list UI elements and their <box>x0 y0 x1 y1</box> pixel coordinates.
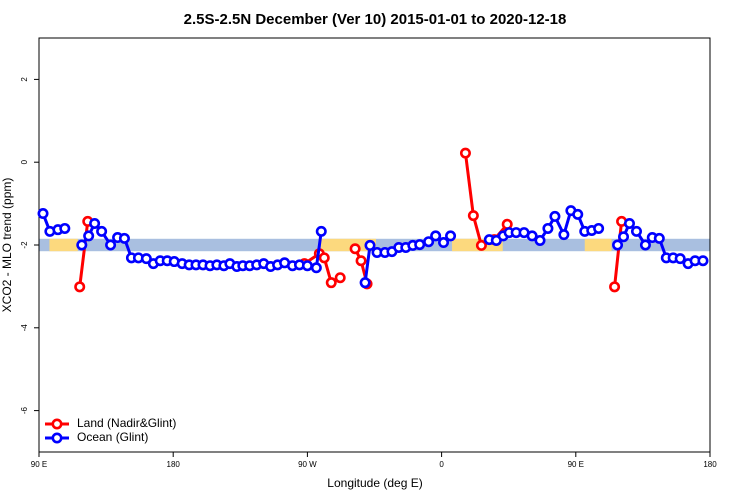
x-tick-label: 180 <box>703 460 717 469</box>
data-point <box>609 281 621 293</box>
y-tick-label: -4 <box>20 324 29 332</box>
data-point <box>349 243 361 255</box>
data-point <box>623 217 635 229</box>
data-point <box>364 239 376 251</box>
data-point <box>96 225 108 237</box>
data-point <box>674 253 686 265</box>
x-tick-label: 90 W <box>298 460 317 469</box>
data-point <box>355 255 367 267</box>
data-point <box>593 222 605 234</box>
data-point <box>526 230 538 242</box>
data-point <box>475 239 487 251</box>
y-axis-label: XCO2 - MLO trend (ppm) <box>0 178 14 313</box>
data-point <box>83 230 95 242</box>
legend-marker <box>51 418 63 430</box>
data-point <box>118 232 130 244</box>
x-tick-label: 90 E <box>31 460 47 469</box>
data-point <box>534 234 546 246</box>
data-point <box>639 239 651 251</box>
data-point <box>558 229 570 241</box>
data-point <box>697 255 709 267</box>
data-point <box>310 262 322 274</box>
data-point <box>334 272 346 284</box>
data-point <box>438 237 450 249</box>
data-point <box>549 210 561 222</box>
data-point <box>618 231 630 243</box>
data-point <box>140 253 152 265</box>
x-axis-label: Longitude (deg E) <box>327 476 422 490</box>
chart-title: 2.5S-2.5N December (Ver 10) 2015-01-01 t… <box>184 11 567 28</box>
data-point <box>325 277 337 289</box>
x-tick-label: 90 E <box>568 460 584 469</box>
data-point <box>630 225 642 237</box>
data-point <box>653 232 665 244</box>
land-band <box>320 238 376 252</box>
data-point <box>89 217 101 229</box>
data-point <box>572 208 584 220</box>
data-point <box>59 222 71 234</box>
x-tick-label: 0 <box>439 460 444 469</box>
legend-marker <box>51 432 63 444</box>
data-point <box>459 147 471 159</box>
legend-label: Land (Nadir&Glint) <box>77 416 176 430</box>
data-point <box>105 239 117 251</box>
y-tick-label: 2 <box>20 77 29 82</box>
data-point <box>315 225 327 237</box>
y-tick-label: -6 <box>20 406 29 414</box>
data-point <box>359 277 371 289</box>
y-tick-label: -2 <box>20 241 29 249</box>
data-point <box>318 252 330 264</box>
land-band <box>49 238 78 252</box>
y-tick-label: 0 <box>20 159 29 164</box>
data-point <box>467 210 479 222</box>
land-band <box>584 238 612 252</box>
data-point <box>445 230 457 242</box>
data-point <box>37 208 49 220</box>
x-tick-label: 180 <box>167 460 181 469</box>
legend-label: Ocean (Glint) <box>77 430 148 444</box>
data-point <box>430 230 442 242</box>
data-point <box>301 260 313 272</box>
data-point <box>542 222 554 234</box>
data-point <box>76 239 88 251</box>
data-point <box>423 236 435 248</box>
data-point <box>612 239 624 251</box>
data-point <box>74 281 86 293</box>
data-point <box>414 239 426 251</box>
